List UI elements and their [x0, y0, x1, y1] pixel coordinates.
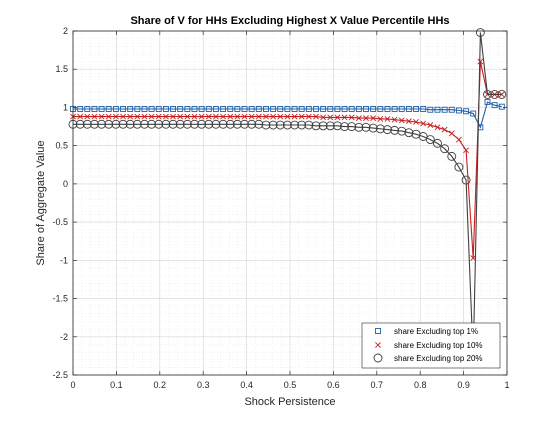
x-axis-label: Shock Persistence	[244, 396, 335, 408]
y-axis-label: Share of Aggregate Value	[35, 140, 47, 265]
legend-label-top-10: share Excluding top 10%	[394, 341, 483, 350]
x-tick-label: 0.4	[240, 380, 253, 390]
x-tick-label: 0.2	[154, 380, 167, 390]
chart-title: Share of V for HHs Excluding Highest X V…	[130, 15, 449, 27]
legend: share Excluding top 1% share Excluding t…	[362, 323, 500, 368]
x-tick-label: 0.6	[327, 380, 340, 390]
y-tick-label: 0.5	[55, 141, 68, 151]
x-tick-label: 0.9	[457, 380, 470, 390]
y-tick-label: 0	[63, 179, 68, 189]
x-tick-label: 0	[70, 380, 75, 390]
y-tick-label: 1	[63, 102, 68, 112]
x-tick-label: 0.8	[414, 380, 427, 390]
x-tick-label: 0.7	[371, 380, 384, 390]
y-tick-label: -1	[60, 255, 68, 265]
legend-label-top-20: share Excluding top 20%	[394, 354, 483, 363]
y-tick-label: -1.5	[52, 294, 68, 304]
y-tick-label: -2.5	[52, 370, 68, 380]
y-tick-label: -2	[60, 332, 68, 342]
x-tick-label: 1	[504, 380, 509, 390]
x-tick-label: 0.3	[197, 380, 210, 390]
x-tick-label: 0.5	[284, 380, 297, 390]
y-tick-label: 1.5	[55, 64, 68, 74]
legend-label-top-1: share Excluding top 1%	[394, 327, 478, 336]
y-tick-label: -0.5	[52, 217, 68, 227]
y-tick-label: 2	[63, 26, 68, 36]
x-tick-label: 0.1	[110, 380, 123, 390]
